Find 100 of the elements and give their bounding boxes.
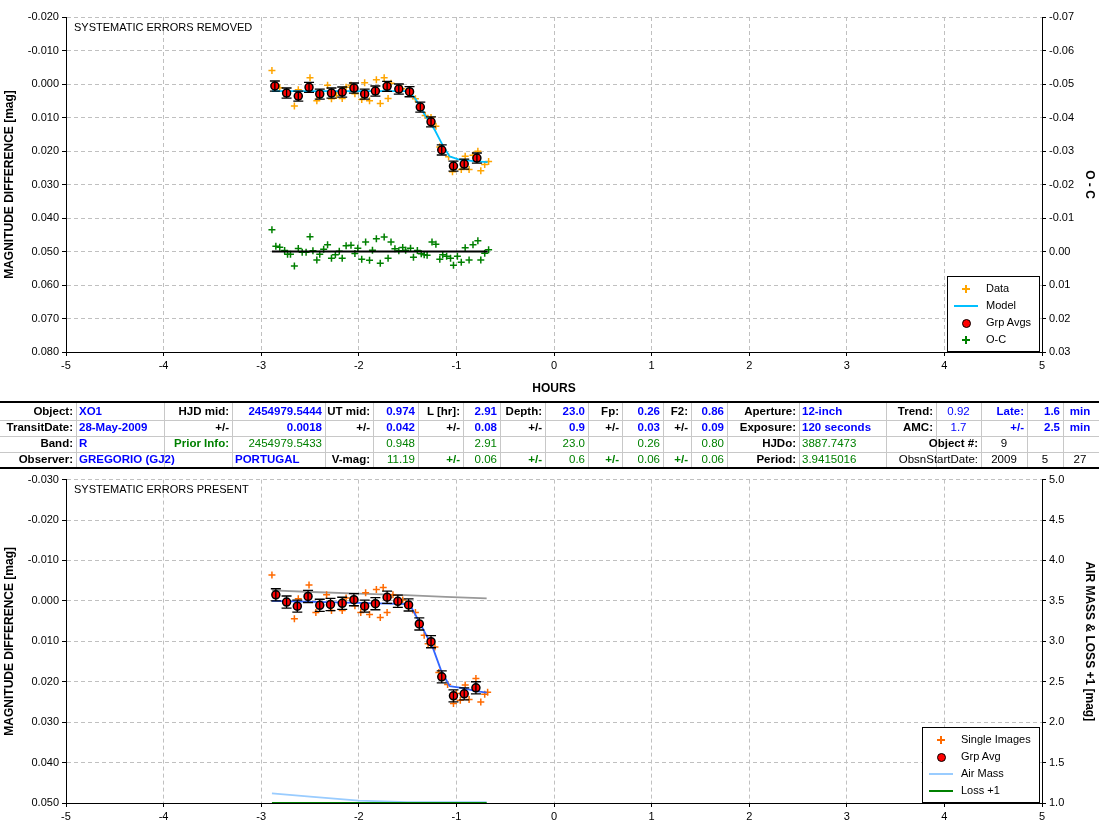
y-tick-label: 0.000	[31, 593, 59, 606]
text: 0.26	[637, 405, 660, 417]
y-tick-label: 0.030	[31, 177, 59, 190]
y-tick-label: -0.020	[27, 10, 59, 23]
text: 23.0	[562, 437, 585, 449]
text: XO1	[79, 405, 103, 417]
y2-tick-label: -0.03	[1049, 144, 1075, 157]
text: 2.91	[474, 437, 497, 449]
text: Period:	[756, 453, 796, 465]
y2-tick-label: 0.02	[1049, 311, 1071, 324]
text: 0.974	[386, 405, 415, 417]
text: 3887.7473	[802, 437, 857, 449]
text: PORTUGAL	[235, 453, 300, 465]
y-tick-label: 0.070	[31, 311, 59, 324]
text: Late:	[996, 405, 1024, 417]
text: 28-May-2009	[79, 421, 148, 433]
chart-title: SYSTEMATIC ERRORS PRESENT	[74, 483, 249, 496]
y-tick-label: 0.060	[31, 278, 59, 291]
x-tick-label: 4	[941, 809, 948, 822]
y-axis-title: MAGNITUDE DIFFERENCE [mag]	[1, 90, 16, 279]
text: AMC:	[902, 421, 933, 433]
text: +/-	[446, 453, 460, 465]
text: 0.948	[386, 437, 415, 449]
text: Fp:	[601, 405, 619, 417]
x-tick-label: -2	[353, 358, 364, 371]
text: 0.92	[947, 405, 970, 417]
y-tick-label: 0.010	[31, 634, 59, 647]
text: UT mid:	[327, 405, 370, 417]
legend-label: Single Images	[961, 732, 1031, 747]
text: 0.6	[569, 453, 585, 465]
text: 0.06	[474, 453, 497, 465]
x-axis-title: HOURS	[532, 381, 576, 396]
y2-axis-title: O - C	[1083, 170, 1098, 200]
text: 0.042	[386, 421, 415, 433]
y-tick-label: 0.050	[31, 244, 59, 257]
y-tick-label: 0.040	[31, 211, 59, 224]
y2-tick-label: 2.0	[1049, 715, 1065, 728]
y-tick-label: -0.020	[27, 513, 59, 526]
y2-tick-label: 0.00	[1049, 244, 1071, 257]
y2-tick-label: 0.03	[1049, 345, 1071, 358]
text: TransitDate:	[6, 421, 73, 433]
text: 2454979.5444	[248, 405, 322, 417]
text: 2.91	[474, 405, 497, 417]
y-tick-label: 0.020	[31, 674, 59, 687]
text: 0.09	[701, 421, 724, 433]
x-tick-label: 2	[746, 809, 753, 822]
text: +/-	[528, 453, 542, 465]
text: +/-	[215, 421, 229, 433]
x-tick-label: -4	[158, 809, 169, 822]
text: +/-	[528, 421, 542, 433]
x-tick-label: 0	[550, 809, 558, 822]
text: 9	[1000, 437, 1008, 449]
text: +/-	[674, 421, 688, 433]
y-axis-title: MAGNITUDE DIFFERENCE [mag]	[1, 546, 16, 736]
text: 11.19	[387, 453, 415, 465]
chart-title: SYSTEMATIC ERRORS REMOVED	[74, 20, 253, 33]
y-tick-label: 0.010	[31, 110, 59, 123]
y2-tick-label: 4.0	[1049, 553, 1065, 566]
text: 0.0018	[286, 421, 322, 433]
text: Object:	[33, 405, 73, 417]
x-tick-label: -3	[256, 809, 267, 822]
text: 0.03	[637, 421, 660, 433]
text: +/-	[605, 453, 619, 465]
x-tick-label: -4	[158, 358, 169, 371]
text: 0.26	[637, 437, 660, 449]
text: 2454979.5433	[248, 437, 322, 449]
text: 0.86	[701, 405, 724, 417]
text: 2009	[991, 453, 1017, 465]
text: 1.7	[950, 421, 967, 433]
legend-label: Data	[986, 281, 1010, 296]
legend-label: Grp Avgs	[986, 315, 1032, 330]
y2-tick-label: -0.05	[1049, 77, 1075, 90]
text: 5	[1041, 453, 1049, 465]
x-tick-label: 1	[648, 358, 655, 371]
text: +/-	[1010, 421, 1024, 433]
y2-tick-label: -0.01	[1049, 211, 1075, 224]
text: +/-	[605, 421, 619, 433]
text: Object #:	[928, 437, 978, 449]
text: Band:	[40, 437, 73, 449]
x-tick-label: 2	[746, 358, 753, 371]
x-tick-label: -1	[451, 358, 462, 371]
text: 0.06	[701, 453, 724, 465]
text: 12-inch	[802, 405, 843, 417]
text: Aperture:	[744, 405, 796, 417]
text: +/-	[356, 421, 370, 433]
x-tick-label: 4	[941, 358, 948, 371]
x-tick-label: -1	[451, 809, 462, 822]
text: Prior Info:	[174, 437, 229, 449]
x-tick-label: 3	[843, 358, 850, 371]
text: 2.5	[1044, 421, 1060, 433]
y-tick-label: 0.030	[31, 715, 59, 728]
x-tick-label: 0	[550, 358, 558, 371]
y2-tick-label: -0.06	[1049, 43, 1075, 56]
y2-axis-title: AIR MASS & LOSS +1 [mag]	[1083, 561, 1098, 722]
x-tick-label: 1	[648, 809, 655, 822]
y-tick-label: 0.000	[31, 77, 59, 90]
y2-tick-label: 0.01	[1049, 278, 1071, 291]
y-tick-label: -0.010	[27, 43, 59, 56]
legend-label: Loss +1	[961, 783, 1000, 798]
text: Exposure:	[739, 421, 796, 433]
